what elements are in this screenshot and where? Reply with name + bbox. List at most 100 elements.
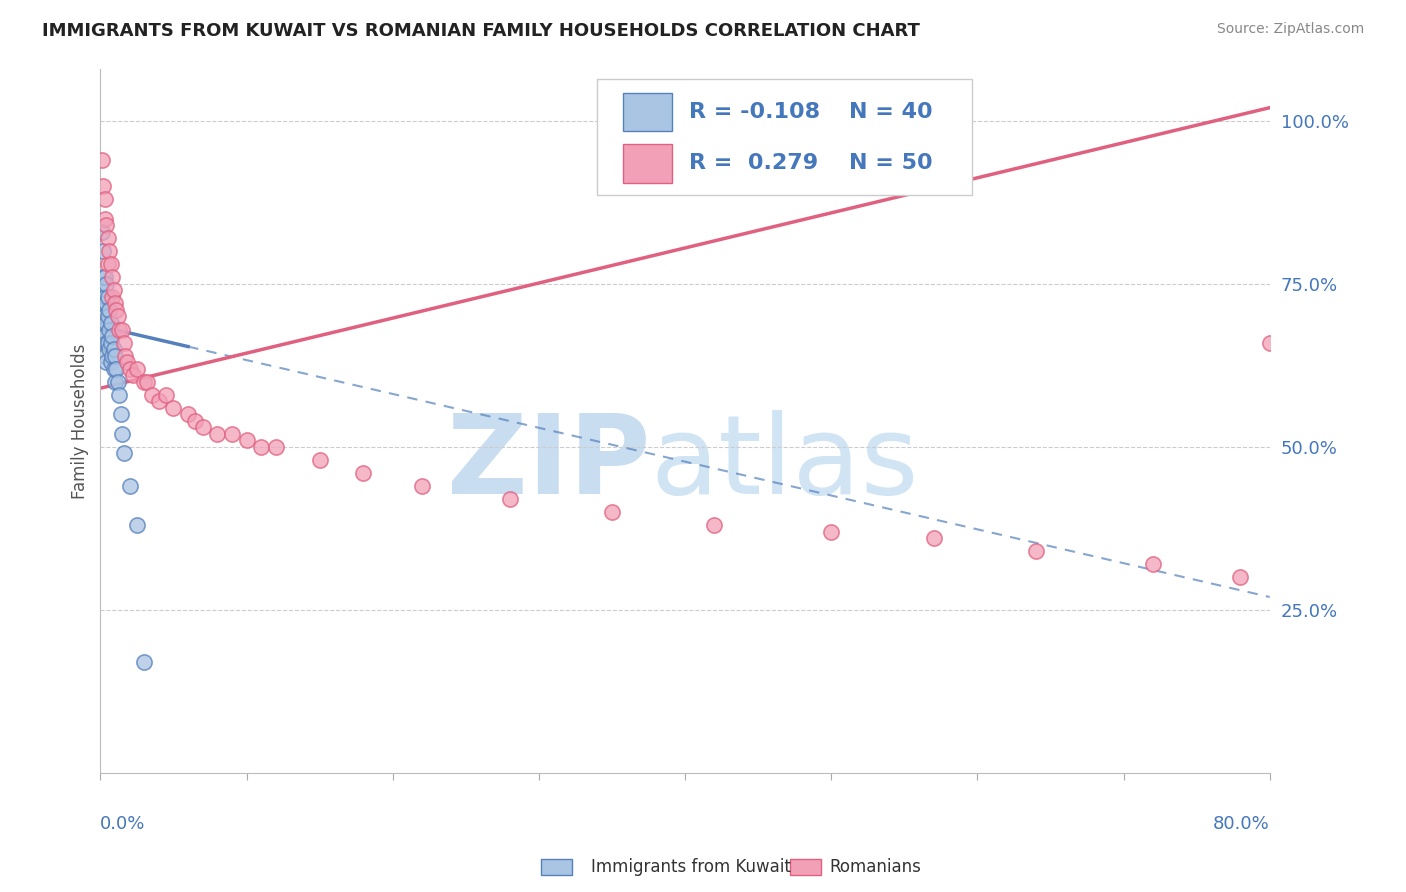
Point: [97, 290, 120, 304]
Bar: [623, 144, 672, 183]
Point: [90, 277, 112, 291]
Point: [98, 322, 121, 336]
Point: [101, 329, 124, 343]
Point: [96, 277, 118, 291]
Text: atlas: atlas: [650, 409, 918, 516]
Point: [250, 440, 273, 454]
Point: [100, 335, 122, 350]
Point: [101, 349, 124, 363]
Point: [98, 302, 121, 317]
Point: [101, 290, 124, 304]
Point: [207, 426, 229, 441]
Point: [100, 257, 122, 271]
Point: [600, 505, 623, 519]
Point: [125, 518, 148, 533]
Point: [110, 407, 132, 421]
Point: [96, 296, 118, 310]
Text: N = 50: N = 50: [849, 153, 932, 173]
Bar: [541, 859, 572, 875]
Text: Immigrants from Kuwait: Immigrants from Kuwait: [591, 858, 790, 876]
Point: [103, 342, 125, 356]
Point: [820, 524, 842, 539]
Point: [96, 316, 118, 330]
Text: R =  0.279: R = 0.279: [689, 153, 818, 173]
Point: [93, 310, 115, 324]
Point: [108, 322, 131, 336]
Point: [1025, 544, 1047, 558]
Bar: [623, 93, 672, 131]
Point: [93, 329, 115, 343]
Point: [93, 290, 115, 304]
Text: IMMIGRANTS FROM KUWAIT VS ROMANIAN FAMILY HOUSEHOLDS CORRELATION CHART: IMMIGRANTS FROM KUWAIT VS ROMANIAN FAMIL…: [42, 22, 920, 40]
Text: 80.0%: 80.0%: [1213, 815, 1270, 833]
Point: [91, 244, 114, 259]
FancyBboxPatch shape: [598, 79, 972, 195]
Text: R = -0.108: R = -0.108: [689, 102, 820, 121]
Point: [235, 434, 257, 448]
Point: [498, 492, 520, 507]
Point: [97, 231, 120, 245]
Point: [105, 361, 128, 376]
Point: [191, 420, 214, 434]
Point: [96, 218, 118, 232]
Text: Source: ZipAtlas.com: Source: ZipAtlas.com: [1216, 22, 1364, 37]
Y-axis label: Family Households: Family Households: [72, 343, 89, 499]
Point: [112, 446, 135, 460]
Point: [1229, 570, 1251, 584]
Point: [93, 192, 115, 206]
Point: [103, 284, 125, 298]
Point: [134, 655, 156, 669]
Point: [91, 322, 114, 336]
Point: [221, 426, 243, 441]
Point: [108, 388, 131, 402]
Point: [148, 394, 170, 409]
Point: [107, 310, 129, 324]
Bar: [790, 859, 821, 875]
Point: [177, 407, 200, 421]
Text: Romanians: Romanians: [830, 858, 921, 876]
Point: [96, 335, 118, 350]
Point: [91, 296, 114, 310]
Text: 0.0%: 0.0%: [100, 815, 146, 833]
Point: [96, 355, 118, 369]
Point: [184, 414, 207, 428]
Point: [104, 375, 127, 389]
Point: [118, 361, 141, 376]
Point: [1258, 335, 1281, 350]
Point: [112, 335, 135, 350]
Point: [93, 270, 115, 285]
Point: [107, 375, 129, 389]
Point: [118, 479, 141, 493]
Point: [93, 349, 115, 363]
Point: [104, 349, 127, 363]
Point: [155, 388, 177, 402]
Point: [91, 178, 114, 193]
Point: [104, 296, 127, 310]
Point: [101, 270, 124, 285]
Point: [125, 361, 148, 376]
Point: [98, 342, 121, 356]
Point: [411, 479, 433, 493]
Point: [1272, 101, 1295, 115]
Point: [97, 257, 120, 271]
Point: [141, 388, 163, 402]
Point: [115, 355, 138, 369]
Point: [1142, 558, 1164, 572]
Point: [91, 270, 114, 285]
Point: [98, 244, 121, 259]
Point: [114, 349, 136, 363]
Point: [100, 355, 122, 369]
Point: [97, 335, 120, 350]
Point: [111, 426, 134, 441]
Point: [308, 453, 330, 467]
Point: [105, 302, 128, 317]
Point: [111, 322, 134, 336]
Point: [97, 310, 120, 324]
Text: N = 40: N = 40: [849, 102, 932, 121]
Point: [162, 401, 184, 415]
Point: [134, 375, 156, 389]
Point: [100, 316, 122, 330]
Point: [103, 361, 125, 376]
Point: [264, 440, 287, 454]
Point: [703, 518, 725, 533]
